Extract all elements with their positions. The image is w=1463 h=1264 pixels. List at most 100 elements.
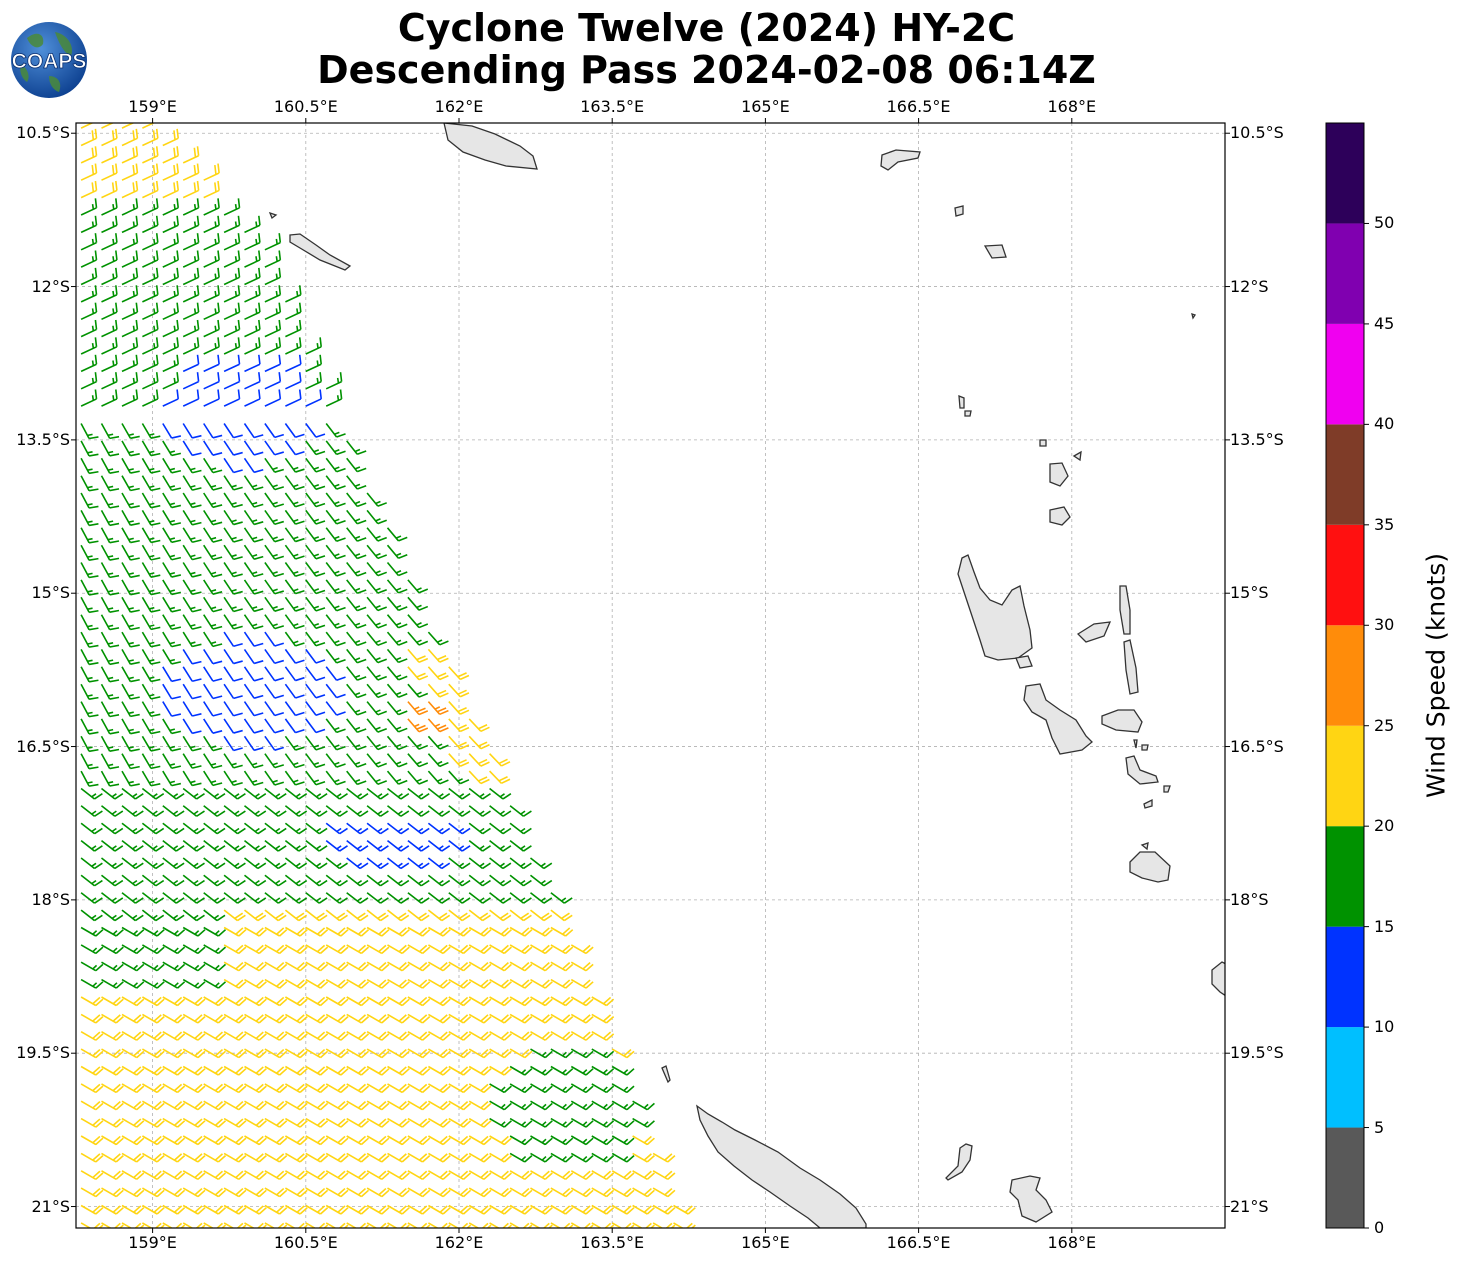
wind-barb xyxy=(203,1048,227,1059)
wind-barb xyxy=(305,1100,329,1111)
wind-barb xyxy=(162,822,185,835)
wind-barb xyxy=(632,1135,655,1146)
wind-barb xyxy=(325,857,348,870)
wind-barb xyxy=(284,839,308,852)
wind-barb xyxy=(264,770,285,786)
wind-barb xyxy=(632,1117,655,1128)
wind-barb xyxy=(530,857,553,870)
wind-barb xyxy=(244,372,261,390)
wind-barb xyxy=(203,753,223,769)
wind-barb xyxy=(223,631,243,648)
wind-barb xyxy=(407,1083,431,1094)
wind-barb xyxy=(407,857,430,870)
wind-barb xyxy=(386,770,408,785)
wind-barb xyxy=(182,735,202,752)
wind-barb xyxy=(182,683,202,700)
wind-barb xyxy=(468,718,490,733)
wind-barb xyxy=(182,146,200,164)
wind-barb xyxy=(325,579,346,595)
wind-barb xyxy=(162,562,182,578)
island-tanna-edge xyxy=(1211,961,1225,997)
wind-barb xyxy=(203,354,220,373)
wind-barb xyxy=(80,389,98,407)
wind-barb xyxy=(346,718,367,733)
wind-barb xyxy=(509,857,532,870)
wind-barb xyxy=(468,1117,492,1128)
wind-barb xyxy=(182,215,200,234)
wind-barb xyxy=(182,944,206,955)
wind-barb xyxy=(264,648,285,665)
wind-barb xyxy=(325,389,343,407)
wind-barb xyxy=(530,961,553,972)
wind-barb xyxy=(325,1135,349,1146)
wind-barb xyxy=(223,666,243,682)
wind-barb xyxy=(652,1204,676,1215)
wind-barb xyxy=(121,683,140,700)
wind-barb xyxy=(468,892,491,904)
wind-barb xyxy=(387,978,410,989)
island-aoba xyxy=(1076,621,1112,643)
wind-barb xyxy=(100,718,120,735)
wind-barb xyxy=(203,1031,227,1041)
wind-barb xyxy=(121,337,139,355)
wind-barb xyxy=(121,1170,145,1180)
wind-barb xyxy=(386,753,408,768)
wind-barb xyxy=(427,874,451,887)
island-efate xyxy=(1129,851,1171,883)
wind-barb xyxy=(346,492,367,508)
wind-barb xyxy=(223,996,247,1007)
wind-barb xyxy=(448,857,471,870)
wind-barb xyxy=(387,1170,410,1180)
wind-barb xyxy=(284,978,308,989)
wind-barb xyxy=(346,822,369,835)
wind-barb xyxy=(366,527,387,542)
wind-barb xyxy=(182,372,200,390)
wind-barb xyxy=(101,128,118,147)
wind-barb xyxy=(243,596,264,613)
wind-barb xyxy=(100,649,120,666)
wind-barb xyxy=(366,1222,390,1228)
wind-barb xyxy=(509,892,532,904)
wind-barb xyxy=(570,1187,594,1198)
wind-barb xyxy=(427,753,449,768)
island-torres-2 xyxy=(964,410,972,417)
wind-barb xyxy=(141,909,165,922)
wind-barb xyxy=(346,1152,370,1163)
wind-barb xyxy=(101,372,118,390)
wind-barb xyxy=(305,509,326,525)
wind-barb xyxy=(264,492,285,508)
wind-barb xyxy=(182,285,200,303)
wind-barb xyxy=(509,926,533,937)
wind-barb xyxy=(284,1222,308,1228)
wind-barb xyxy=(244,1117,267,1128)
wind-barb xyxy=(80,128,98,147)
wind-barb xyxy=(346,631,367,647)
wind-barb xyxy=(142,302,159,321)
wind-barb xyxy=(264,423,285,439)
wind-barb xyxy=(223,319,241,338)
wind-barb xyxy=(386,579,408,594)
wind-barb xyxy=(570,1100,594,1111)
wind-barb xyxy=(386,631,408,646)
wind-barb xyxy=(162,1013,186,1024)
wind-barb xyxy=(427,631,449,646)
wind-barb xyxy=(100,701,120,718)
wind-barb xyxy=(182,1152,206,1163)
wind-barb xyxy=(264,631,285,647)
wind-barb xyxy=(141,614,161,631)
island-pentecost xyxy=(1123,639,1139,695)
globe-logo-icon: COAPS xyxy=(11,22,87,98)
wind-barb xyxy=(162,735,182,752)
wind-barb xyxy=(284,440,305,456)
wind-barb xyxy=(141,1135,165,1146)
wind-barb xyxy=(550,926,574,937)
wind-barb xyxy=(468,1048,492,1059)
wind-barb xyxy=(162,614,182,631)
wind-barb xyxy=(325,753,346,768)
wind-barb xyxy=(264,250,282,268)
wind-barb xyxy=(366,492,387,507)
wind-barb xyxy=(284,544,305,560)
colorbar-bin xyxy=(1326,1027,1364,1128)
wind-barb xyxy=(673,1204,696,1215)
wind-barb xyxy=(223,926,247,937)
